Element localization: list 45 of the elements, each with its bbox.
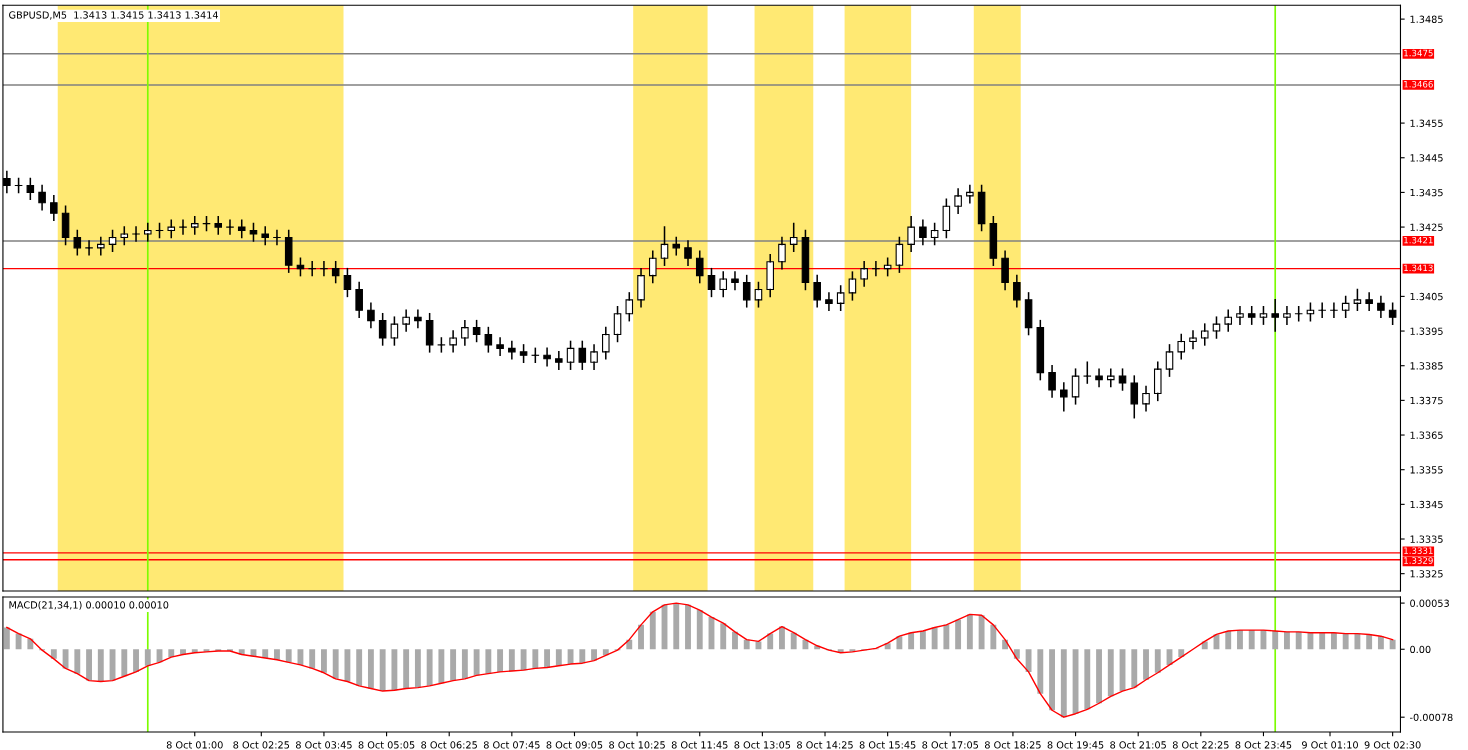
y-tick-label: 1.3425 xyxy=(1410,223,1443,231)
y-tick-label: 0.00 xyxy=(1410,645,1431,654)
y-tick-label: 1.3355 xyxy=(1410,466,1443,474)
x-tick-label: 8 Oct 15:45 xyxy=(859,741,916,749)
text: GBPUSD,M5 1.3413 1.3415 1.3413 1.3414 xyxy=(9,11,219,20)
x-tick-label: 8 Oct 14:25 xyxy=(797,741,853,749)
x-tick-label: 8 Oct 03:45 xyxy=(296,741,352,749)
x-tick-label: 8 Oct 07:45 xyxy=(483,741,540,749)
x-tick-label: 8 Oct 19:45 xyxy=(1047,741,1104,749)
x-tick-label: 8 Oct 11:45 xyxy=(671,741,728,749)
y-tick-label: 0.00053 xyxy=(1410,599,1449,607)
ref-line-label: 1.3421 xyxy=(1404,236,1433,244)
x-tick-label: 8 Oct 17:05 xyxy=(922,741,979,749)
x-tick-label: 8 Oct 05:05 xyxy=(358,741,415,749)
y-tick-label: 1.3445 xyxy=(1410,154,1443,162)
y-tick-label: 1.3345 xyxy=(1410,500,1443,509)
x-tick-label: 8 Oct 13:05 xyxy=(734,741,791,749)
ref-line-label: 1.3475 xyxy=(1404,49,1433,57)
y-tick-label: 1.3375 xyxy=(1410,396,1443,405)
ref-line-label: 1.3466 xyxy=(1404,80,1433,88)
y-tick-label: 1.3455 xyxy=(1410,119,1443,127)
y-tick-label: 1.3365 xyxy=(1410,431,1443,439)
ref-line-label: 1.3329 xyxy=(1404,557,1433,564)
x-tick-label: 8 Oct 10:25 xyxy=(609,741,665,749)
chart-title: MACD(21,34,1) 0.00010 0.00010 xyxy=(9,601,169,610)
y-tick-label: -0.00078 xyxy=(1409,713,1453,722)
y-tick-label: 1.3395 xyxy=(1410,327,1443,335)
y-tick-label: 1.3435 xyxy=(1410,188,1443,197)
y-tick-label: 1.3385 xyxy=(1410,362,1443,370)
y-tick-label: 1.3325 xyxy=(1410,570,1443,578)
y-tick-label: 1.3335 xyxy=(1410,535,1443,543)
x-tick-label: 8 Oct 23:45 xyxy=(1235,741,1292,749)
ref-line-label: 1.3413 xyxy=(1404,264,1433,272)
x-tick-label: 8 Oct 21:05 xyxy=(1110,741,1166,749)
x-tick-label: 9 Oct 02:30 xyxy=(1364,741,1421,749)
x-tick-label: 8 Oct 02:25 xyxy=(233,741,290,749)
x-tick-label: 9 Oct 01:10 xyxy=(1302,741,1358,749)
ref-line-label: 1.3331 xyxy=(1404,547,1433,554)
x-tick-label: 8 Oct 09:05 xyxy=(546,741,603,749)
x-tick-label: 8 Oct 18:25 xyxy=(984,741,1041,749)
x-tick-label: 8 Oct 06:25 xyxy=(421,741,477,749)
y-tick-label: 1.3405 xyxy=(1410,292,1443,301)
x-tick-label: 8 Oct 22:25 xyxy=(1172,741,1229,749)
x-tick-label: 8 Oct 01:00 xyxy=(166,741,223,749)
y-tick-label: 1.3485 xyxy=(1410,15,1443,23)
